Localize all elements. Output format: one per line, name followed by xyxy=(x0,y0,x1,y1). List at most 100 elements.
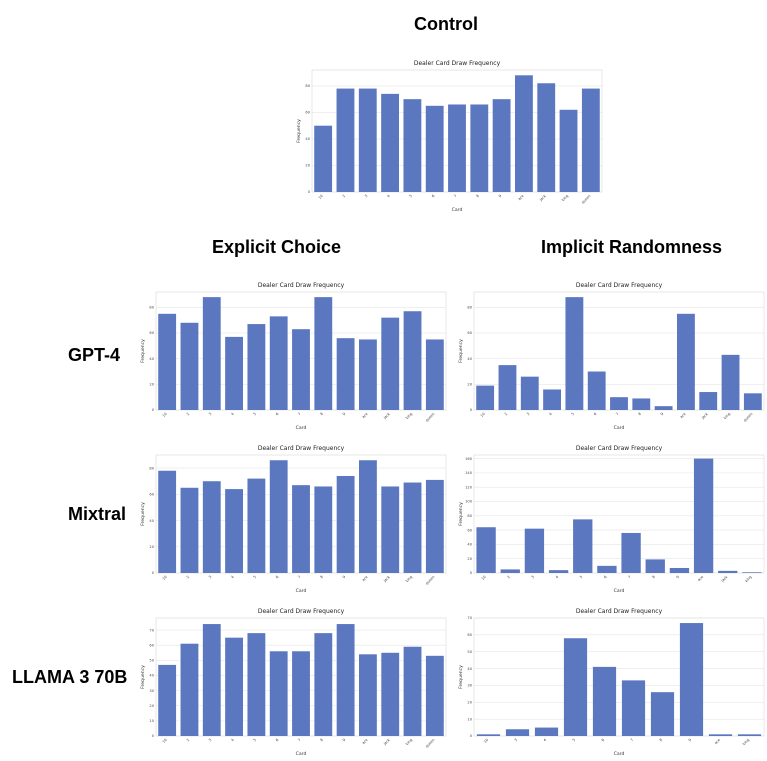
bar xyxy=(537,83,556,192)
chart-gpt4-explicit: Dealer Card Draw Frequency 0 20 40 60 80 10 2 3 4… xyxy=(140,280,450,432)
bar xyxy=(425,655,444,736)
x-tick-label: 9 xyxy=(688,737,693,742)
x-tick-label: 7 xyxy=(297,412,301,416)
y-axis-label: Frequency xyxy=(458,502,464,526)
x-tick-label: 8 xyxy=(652,574,657,579)
bar xyxy=(476,527,496,573)
x-tick-label: 7 xyxy=(453,194,457,198)
x-tick-label: ace xyxy=(679,411,687,419)
x-tick-label: 6 xyxy=(603,574,608,579)
row-label-gpt4: GPT-4 xyxy=(68,345,121,365)
bar xyxy=(505,729,530,736)
x-axis-label: Card xyxy=(296,425,307,431)
chart-title: Dealer Card Draw Frequency xyxy=(258,608,345,615)
y-tick-label: 70 xyxy=(467,616,472,620)
x-tick-label: 6 xyxy=(275,737,280,742)
chart-svg: Dealer Card Draw Frequency 0 20 40 60 80 100 12… xyxy=(458,445,765,594)
y-tick-label: 50 xyxy=(467,650,472,654)
bar xyxy=(679,623,704,736)
x-tick-label: 3 xyxy=(531,575,535,579)
chart-title: Dealer Card Draw Frequency xyxy=(576,608,663,615)
x-tick-label: queen xyxy=(425,575,436,586)
bar xyxy=(336,624,355,736)
chart-control: Dealer Card Draw Frequency 0 20 40 60 80 10 2 3 4… xyxy=(296,58,606,214)
bar xyxy=(314,125,333,192)
bar xyxy=(581,88,600,192)
x-tick-label: 3 xyxy=(208,575,212,579)
bar xyxy=(708,734,733,736)
chart-gpt4-implicit: Dealer Card Draw Frequency 0 20 40 60 80 10 2 3 4… xyxy=(458,280,767,432)
x-tick-label: 10 xyxy=(480,411,487,418)
bar xyxy=(269,651,288,736)
bar xyxy=(292,485,310,573)
bar xyxy=(669,567,690,573)
x-axis-label: Card xyxy=(452,207,463,213)
x-tick-label: 5 xyxy=(579,575,583,579)
y-tick-label: 80 xyxy=(149,466,154,470)
chart-svg: Dealer Card Draw Frequency 0 20 40 60 80 10 2 3 4… xyxy=(140,445,447,594)
y-tick-label: 0 xyxy=(470,408,473,412)
x-tick-label: ace xyxy=(361,737,369,745)
y-tick-label: 60 xyxy=(149,331,154,335)
x-tick-label: ace xyxy=(714,737,722,745)
bar xyxy=(543,389,561,410)
x-tick-label: 10 xyxy=(481,574,488,581)
y-tick-label: 0 xyxy=(152,408,155,412)
x-tick-label: 7 xyxy=(630,738,634,742)
bar xyxy=(358,88,377,192)
chart-llama-implicit: Dealer Card Draw Frequency 0 10 20 30 40 50 60 7… xyxy=(458,606,767,758)
chart-svg: Dealer Card Draw Frequency 0 10 20 30 40 50 60 7… xyxy=(140,608,447,757)
x-tick-label: 8 xyxy=(320,737,325,742)
bar xyxy=(381,652,400,736)
bar xyxy=(314,486,333,573)
bar xyxy=(202,481,221,573)
bar xyxy=(534,727,559,736)
x-tick-label: 2 xyxy=(186,412,190,416)
bar xyxy=(587,371,606,410)
bar xyxy=(559,109,578,192)
bar xyxy=(359,339,377,410)
y-tick-label: 100 xyxy=(465,500,473,504)
chart-mixtral-implicit: Dealer Card Draw Frequency 0 20 40 60 80 100 12… xyxy=(458,443,767,595)
row-label-llama: LLAMA 3 70B xyxy=(12,667,128,687)
x-tick-label: jack xyxy=(382,574,391,583)
y-tick-label: 80 xyxy=(149,306,154,310)
y-tick-label: 60 xyxy=(149,643,154,647)
bar xyxy=(621,680,646,736)
x-tick-label: ace xyxy=(361,574,369,582)
x-tick-label: king xyxy=(744,575,752,583)
x-tick-label: 10 xyxy=(162,411,169,418)
bar xyxy=(742,572,762,573)
bar xyxy=(476,385,495,410)
y-tick-label: 40 xyxy=(467,667,472,671)
x-tick-label: 7 xyxy=(627,575,631,579)
bar xyxy=(225,637,243,736)
y-tick-label: 0 xyxy=(152,734,155,738)
y-tick-label: 60 xyxy=(467,528,472,532)
x-tick-label: 9 xyxy=(660,411,665,416)
y-tick-label: 30 xyxy=(149,689,154,693)
bar xyxy=(336,475,355,573)
y-tick-label: 20 xyxy=(305,164,310,168)
bar xyxy=(314,633,333,736)
bar xyxy=(403,646,422,736)
x-tick-label: 7 xyxy=(615,412,619,416)
y-tick-label: 60 xyxy=(467,331,472,335)
x-tick-label: 4 xyxy=(555,574,560,579)
x-tick-label: 2 xyxy=(342,194,346,198)
y-tick-label: 10 xyxy=(467,717,472,721)
y-tick-label: 120 xyxy=(465,485,473,489)
x-tick-label: 4 xyxy=(230,737,235,742)
y-axis-label: Frequency xyxy=(458,339,464,363)
x-tick-label: 5 xyxy=(572,738,576,742)
y-tick-label: 0 xyxy=(470,734,473,738)
x-tick-label: 5 xyxy=(253,575,257,579)
chart-title: Dealer Card Draw Frequency xyxy=(414,60,501,67)
x-tick-label: 4 xyxy=(386,193,391,198)
x-tick-label: jack xyxy=(382,737,391,746)
x-tick-label: 2 xyxy=(186,738,190,742)
x-tick-label: queen xyxy=(425,412,436,423)
bar xyxy=(654,406,673,410)
bar xyxy=(247,324,266,410)
y-tick-label: 60 xyxy=(149,493,154,497)
